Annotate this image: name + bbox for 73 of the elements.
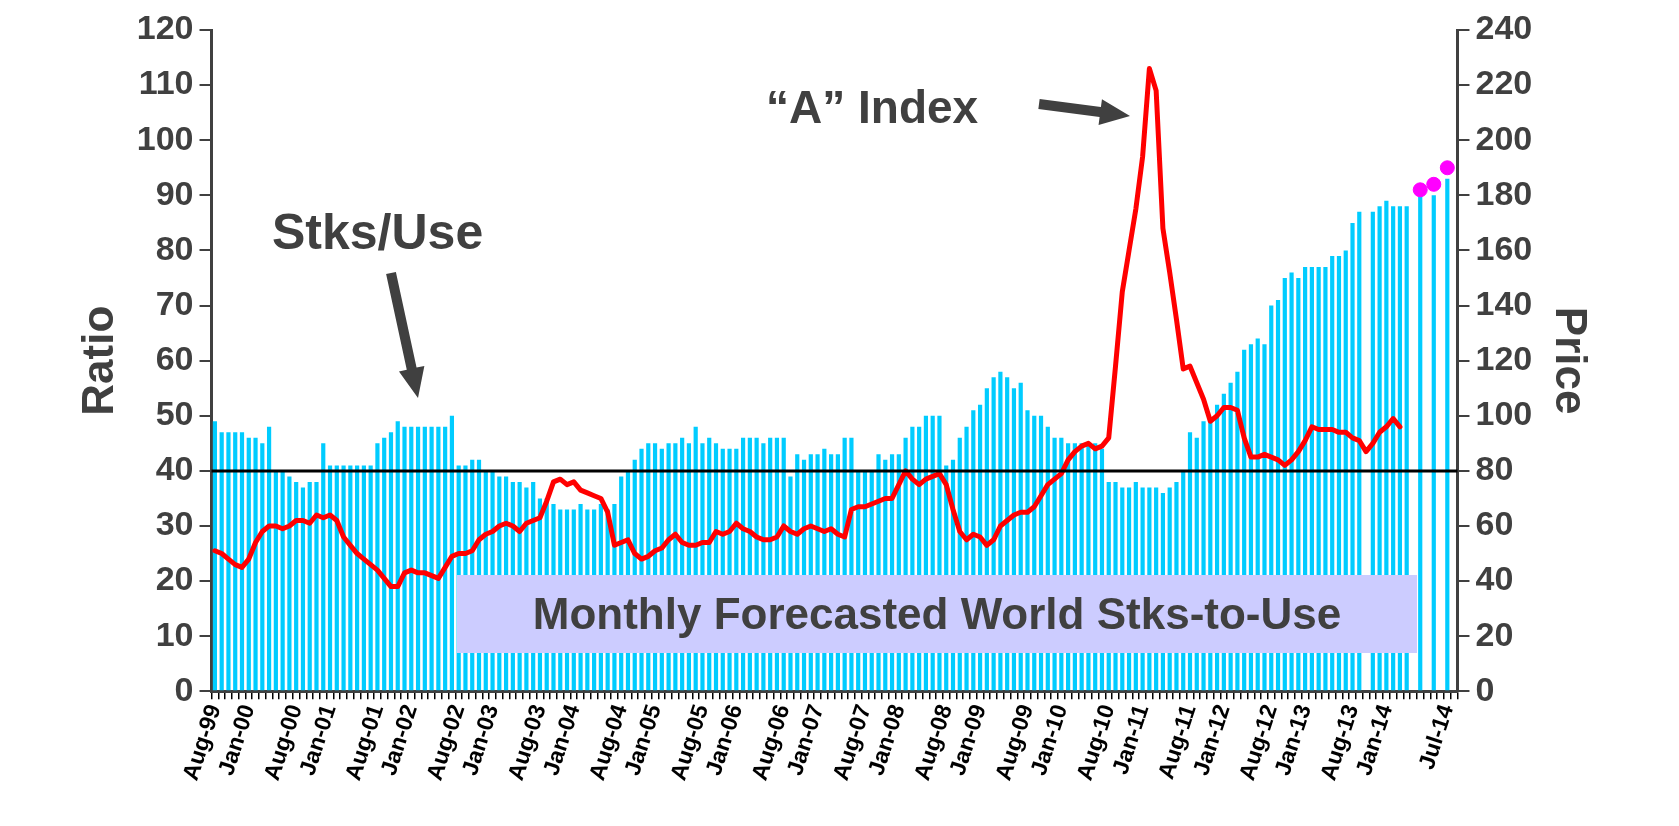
bar	[239, 432, 245, 691]
bar	[1418, 195, 1423, 691]
y-tick-label: 120	[136, 8, 194, 47]
bar	[382, 437, 387, 691]
y-tick-label: 80	[155, 228, 194, 267]
bar	[280, 470, 285, 691]
bar	[443, 426, 448, 691]
bar	[314, 481, 319, 691]
bar	[368, 465, 373, 691]
bar	[429, 426, 434, 691]
bar	[253, 437, 258, 691]
y-tick-label: 100	[136, 118, 194, 157]
bar	[273, 470, 278, 691]
y2-tick-label: 220	[1475, 63, 1533, 102]
y2-tick-label: 20	[1475, 614, 1514, 653]
bar	[260, 443, 265, 691]
x-tick-label: Jul-14	[1412, 700, 1459, 773]
y-tick-label: 110	[138, 63, 194, 102]
bar	[294, 481, 299, 691]
y2-tick-label: 240	[1475, 8, 1533, 47]
bar	[321, 443, 326, 691]
bar	[212, 421, 218, 691]
bar	[246, 437, 251, 691]
y-tick-label: 20	[155, 559, 194, 598]
y-tick-label: 30	[155, 504, 194, 543]
point	[1412, 182, 1428, 198]
bar	[1431, 195, 1436, 691]
y2-tick-label: 140	[1475, 283, 1533, 322]
point	[1439, 160, 1455, 176]
y2-axis-title: Price	[1547, 306, 1597, 415]
y-axis-title: Ratio	[72, 305, 122, 416]
y2-tick-label: 100	[1475, 394, 1533, 433]
bar	[355, 465, 360, 691]
bar	[341, 465, 346, 691]
bar	[287, 476, 292, 691]
y2-tick-label: 80	[1475, 449, 1514, 488]
bar	[449, 415, 455, 691]
y2-tick-label: 60	[1475, 504, 1514, 543]
bar	[415, 426, 421, 691]
y-tick-label: 70	[155, 283, 194, 322]
point	[1426, 176, 1442, 192]
bar	[219, 432, 224, 691]
y-tick-label: 90	[155, 173, 194, 212]
bar	[402, 426, 407, 691]
y2-tick-label: 180	[1475, 173, 1533, 212]
annotation: Stks/Use	[272, 203, 484, 261]
bar	[422, 426, 427, 691]
y-tick-label: 60	[155, 339, 194, 378]
bar	[300, 487, 306, 691]
bar	[226, 432, 231, 691]
bar	[348, 465, 353, 691]
bar	[409, 426, 414, 691]
bar	[1445, 178, 1450, 691]
y2-tick-label: 160	[1475, 228, 1533, 267]
y-tick-label: 0	[174, 669, 194, 708]
y2-tick-label: 40	[1475, 559, 1514, 598]
bar	[375, 443, 380, 691]
bar	[233, 432, 238, 691]
bar	[334, 465, 339, 691]
y-tick-label: 40	[155, 449, 194, 488]
annotation: “A” Index	[766, 80, 979, 134]
y2-tick-label: 200	[1475, 118, 1533, 157]
bar	[388, 432, 394, 691]
bar	[395, 421, 400, 691]
y2-tick-label: 0	[1475, 669, 1495, 708]
bar	[266, 426, 272, 691]
bar	[361, 465, 366, 691]
bar	[436, 426, 441, 691]
bar	[327, 465, 333, 691]
y2-tick-label: 120	[1475, 339, 1533, 378]
y-tick-label: 10	[155, 614, 194, 653]
y-tick-label: 50	[155, 394, 194, 433]
bar	[307, 481, 312, 691]
